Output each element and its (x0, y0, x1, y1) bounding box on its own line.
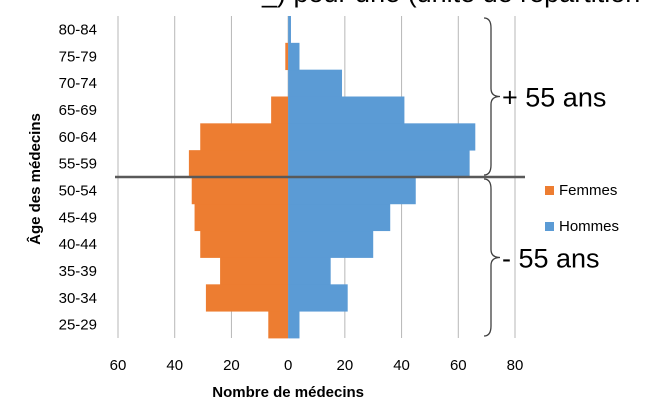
bar-femmes-40-44 (200, 230, 289, 258)
legend: Femmes Hommes (545, 182, 619, 235)
x-tick-label: 20 (223, 357, 240, 374)
y-tick-label: 35-39 (59, 263, 97, 280)
group-label: - 55 ans (502, 244, 600, 274)
group-label: + 55 ans (502, 83, 606, 113)
bar-hommes-30-34 (288, 284, 348, 312)
y-axis-title: Âge des médecins (26, 113, 44, 245)
bar-femmes-35-39 (220, 257, 289, 285)
x-tick-label: 40 (166, 357, 183, 374)
group-braces: + 55 ans - 55 ans (483, 17, 606, 337)
y-tick-label: 60-64 (59, 129, 97, 146)
bar-femmes-60-64 (200, 123, 289, 151)
y-tick-label: 75-79 (59, 48, 97, 65)
x-tick-label: 0 (284, 357, 292, 374)
group-brace (483, 178, 501, 337)
x-tick-label: 20 (337, 357, 354, 374)
bar-hommes-60-64 (288, 123, 476, 151)
y-tick-label: 80-84 (59, 21, 97, 38)
bars (188, 16, 476, 339)
x-tick-label: 40 (393, 357, 410, 374)
legend-swatch-hommes (545, 222, 554, 231)
legend-label-femmes: Femmes (559, 182, 617, 199)
x-tick-labels: 60 40 20 0 20 40 60 80 (110, 357, 524, 374)
bar-hommes-45-49 (288, 203, 391, 232)
y-tick-label: 40-44 (59, 236, 97, 253)
y-tick-label: 55-59 (59, 156, 97, 173)
bar-hommes-80-84 (288, 16, 291, 44)
y-tick-label: 30-34 (59, 290, 97, 307)
bar-hommes-65-69 (288, 96, 405, 124)
bar-femmes-65-69 (271, 96, 289, 124)
legend-label-hommes: Hommes (559, 218, 619, 235)
bar-femmes-25-29 (268, 311, 289, 339)
bar-hommes-35-39 (288, 257, 331, 285)
bar-femmes-75-79 (285, 42, 289, 71)
bar-hommes-50-54 (288, 177, 416, 205)
bar-femmes-50-54 (191, 177, 289, 205)
y-tick-labels: 25-29 30-34 35-39 40-44 45-49 50-54 55-59 60-64… (59, 21, 97, 333)
group-brace (483, 17, 501, 176)
y-tick-label: 70-74 (59, 75, 97, 92)
bar-femmes-55-59 (188, 150, 289, 178)
x-tick-label: 60 (450, 357, 467, 374)
top-partial-text: _) pour une (unité de répartition de méd… (261, 0, 649, 8)
y-tick-label: 65-69 (59, 102, 97, 119)
x-axis-title: Nombre de médecins (212, 384, 364, 401)
legend-swatch-femmes (545, 186, 554, 195)
x-tick-label: 60 (110, 357, 127, 374)
bar-hommes-40-44 (288, 230, 374, 258)
bar-hommes-55-59 (288, 150, 470, 178)
bar-hommes-75-79 (288, 42, 300, 71)
bar-femmes-45-49 (194, 203, 289, 232)
y-tick-label: 45-49 (59, 209, 97, 226)
bar-hommes-25-29 (288, 311, 300, 339)
y-tick-label: 25-29 (59, 317, 97, 334)
bar-femmes-30-34 (205, 284, 289, 312)
x-tick-label: 80 (507, 357, 524, 374)
y-tick-label: 50-54 (59, 182, 97, 199)
bar-hommes-70-74 (288, 69, 343, 97)
